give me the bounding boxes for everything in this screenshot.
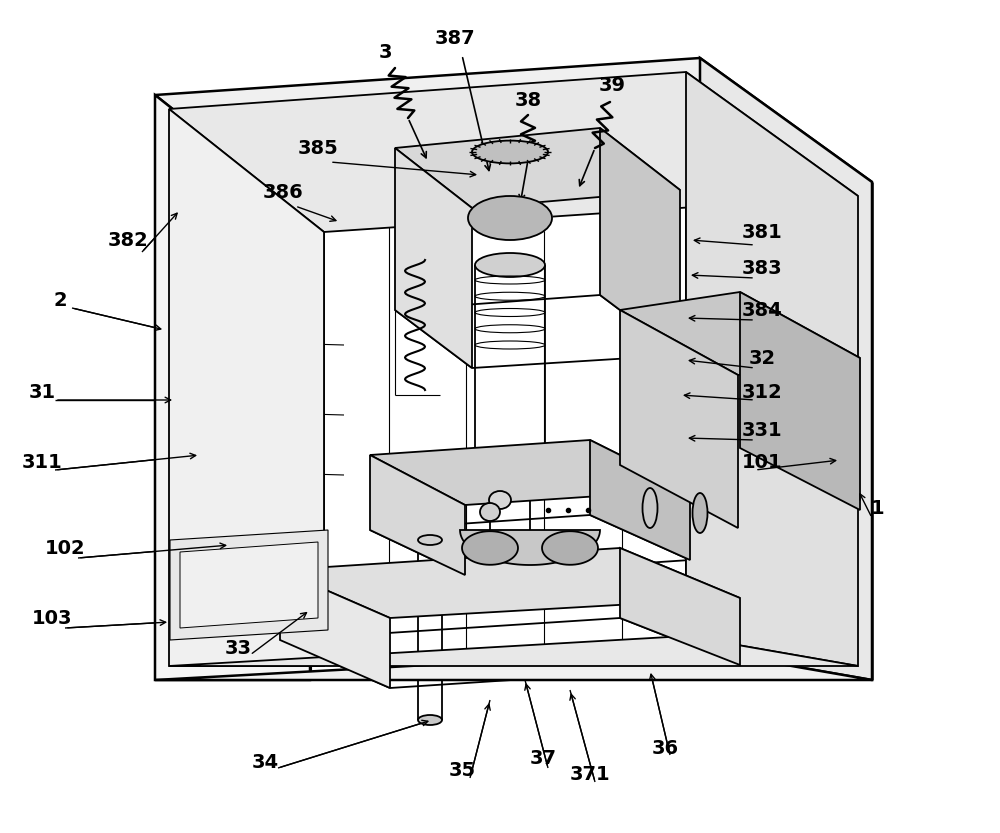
Text: 1: 1 (871, 498, 885, 517)
Polygon shape (155, 95, 310, 680)
Text: 39: 39 (598, 76, 626, 94)
Ellipse shape (418, 535, 442, 545)
Text: 102: 102 (45, 538, 85, 557)
Polygon shape (280, 570, 390, 688)
Polygon shape (740, 292, 860, 510)
Polygon shape (169, 109, 324, 666)
Ellipse shape (642, 488, 658, 528)
Text: 37: 37 (530, 749, 556, 767)
Polygon shape (280, 548, 740, 618)
Text: 371: 371 (570, 766, 610, 785)
Text: 32: 32 (748, 348, 776, 367)
Polygon shape (169, 72, 858, 232)
Polygon shape (169, 636, 858, 666)
Polygon shape (620, 310, 738, 528)
Polygon shape (590, 440, 690, 560)
Text: 35: 35 (448, 761, 476, 780)
Polygon shape (700, 58, 872, 680)
Text: 385: 385 (298, 138, 338, 157)
Text: 381: 381 (742, 222, 782, 242)
Ellipse shape (480, 503, 500, 521)
Polygon shape (170, 530, 328, 640)
Text: 384: 384 (742, 301, 782, 320)
Polygon shape (620, 548, 740, 665)
Text: 36: 36 (651, 739, 679, 757)
Polygon shape (462, 531, 518, 565)
Polygon shape (542, 531, 598, 565)
Polygon shape (686, 72, 858, 666)
Text: 311: 311 (22, 452, 62, 471)
Polygon shape (155, 58, 872, 218)
Polygon shape (600, 128, 680, 355)
Text: 103: 103 (32, 608, 72, 627)
Text: 312: 312 (742, 382, 782, 402)
Text: 331: 331 (742, 421, 782, 440)
Text: 31: 31 (28, 382, 56, 402)
Polygon shape (395, 128, 680, 208)
Ellipse shape (418, 715, 442, 725)
Polygon shape (370, 440, 690, 505)
Ellipse shape (475, 253, 545, 277)
Text: 2: 2 (53, 291, 67, 310)
Ellipse shape (468, 196, 552, 240)
Text: 382: 382 (108, 231, 148, 250)
Polygon shape (395, 148, 472, 368)
Ellipse shape (472, 141, 548, 163)
Polygon shape (620, 292, 860, 375)
Ellipse shape (692, 493, 708, 533)
Polygon shape (460, 530, 600, 565)
Text: 386: 386 (263, 182, 303, 202)
Polygon shape (180, 542, 318, 628)
Text: 34: 34 (251, 752, 279, 771)
Text: 38: 38 (514, 91, 542, 109)
Ellipse shape (489, 491, 511, 509)
Text: 3: 3 (378, 42, 392, 62)
Text: 101: 101 (742, 452, 782, 471)
Text: 33: 33 (224, 639, 252, 657)
Polygon shape (155, 650, 872, 680)
Text: 387: 387 (435, 28, 475, 47)
Polygon shape (370, 455, 465, 575)
Text: 383: 383 (742, 258, 782, 277)
